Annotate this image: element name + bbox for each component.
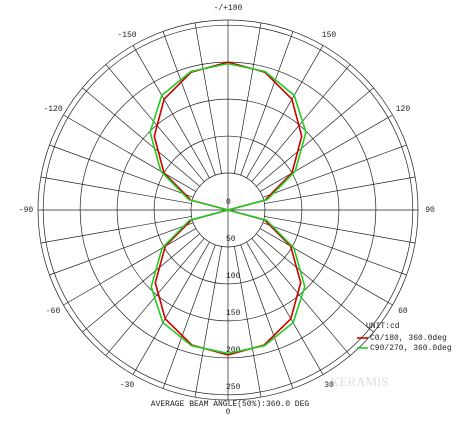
spoke	[259, 114, 393, 192]
spoke	[162, 244, 216, 389]
r-tick-label: 100	[226, 272, 241, 281]
angle-tick-label: 30	[324, 381, 334, 390]
ring	[153, 135, 303, 285]
spoke	[162, 31, 216, 176]
r-tick-label: 50	[226, 235, 236, 244]
spoke	[234, 246, 262, 398]
spoke	[105, 64, 205, 182]
spoke	[40, 176, 192, 204]
angle-tick-label: 0	[226, 408, 231, 417]
angle-tick-label: -90	[19, 206, 34, 215]
spoke	[132, 45, 210, 179]
r-tick-label: 200	[226, 346, 241, 355]
spoke	[256, 233, 374, 333]
spoke	[251, 64, 351, 182]
spoke	[49, 144, 194, 198]
spoke	[63, 114, 197, 192]
angle-tick-label: -120	[43, 105, 62, 114]
curve	[149, 62, 307, 355]
angle-tick-label: -30	[120, 381, 135, 390]
spoke	[49, 222, 194, 276]
spoke	[240, 31, 294, 176]
spoke	[264, 176, 416, 204]
legend-label: C0/180, 360.0deg	[370, 334, 447, 343]
spoke	[259, 228, 393, 306]
angle-tick-label: 60	[398, 307, 408, 316]
ring	[42, 24, 414, 396]
angle-tick-label: 150	[322, 31, 337, 40]
spoke	[194, 22, 222, 174]
spoke	[246, 45, 324, 179]
spoke	[262, 144, 407, 198]
footer: AVERAGE BEAM ANGLE(50%):360.0 DEG	[151, 400, 310, 409]
r-tick-label: 0	[226, 198, 231, 207]
spoke	[40, 216, 192, 244]
r-tick-label: 150	[226, 309, 241, 318]
watermark: KERAMIS	[330, 374, 389, 389]
spoke	[194, 246, 222, 398]
angle-tick-label: 90	[425, 206, 435, 215]
spoke	[240, 244, 294, 389]
unit-label: UNIT:cd	[366, 322, 400, 331]
spoke	[63, 228, 197, 306]
r-tick-label: 250	[226, 383, 241, 392]
spoke	[234, 22, 262, 174]
angle-tick-label: -/+180	[214, 4, 243, 13]
angle-tick-label: -60	[46, 307, 61, 316]
spoke	[246, 241, 324, 375]
curve	[153, 61, 303, 356]
angle-tick-label: -150	[117, 31, 136, 40]
spoke	[132, 241, 210, 375]
spoke	[82, 87, 200, 187]
spoke	[82, 233, 200, 333]
ring	[116, 98, 340, 322]
ring	[190, 172, 266, 248]
spoke	[256, 87, 374, 187]
angle-tick-label: 120	[396, 105, 411, 114]
spoke	[262, 222, 407, 276]
spoke	[264, 216, 416, 244]
legend-label: C90/270, 360.0deg	[370, 344, 452, 353]
